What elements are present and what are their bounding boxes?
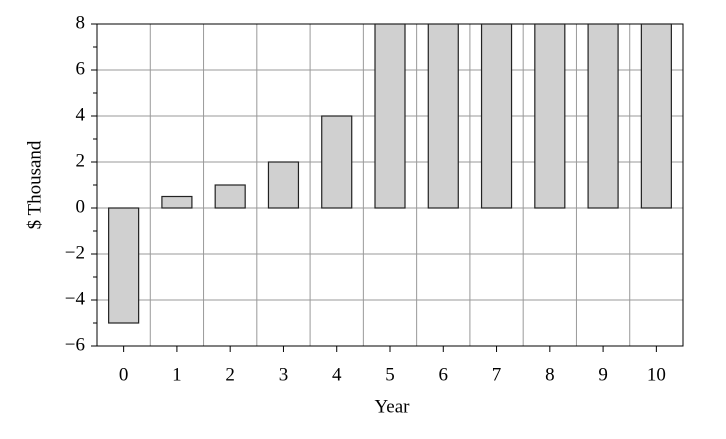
x-tick-label: 9 bbox=[598, 364, 608, 385]
x-axis-label: Year bbox=[374, 396, 410, 417]
bar bbox=[267, 161, 300, 209]
bar bbox=[534, 23, 566, 209]
y-tick-label: −2 bbox=[65, 242, 85, 263]
x-tick-label: 5 bbox=[385, 364, 395, 385]
bar bbox=[427, 23, 459, 209]
bar bbox=[587, 23, 619, 209]
y-tick-label: 4 bbox=[76, 104, 86, 125]
x-tick-label: 4 bbox=[332, 364, 342, 385]
y-axis-label: $ Thousand bbox=[24, 140, 45, 229]
y-tick-label: −4 bbox=[65, 288, 86, 309]
x-tick-label: 3 bbox=[279, 364, 289, 385]
bar bbox=[214, 184, 246, 209]
bar bbox=[161, 195, 193, 209]
y-tick-label: −6 bbox=[65, 334, 85, 355]
y-tick-label: 6 bbox=[76, 58, 86, 79]
x-tick-label: 0 bbox=[119, 364, 129, 385]
bar bbox=[374, 23, 406, 209]
x-tick-label: 2 bbox=[225, 364, 235, 385]
x-tick-label: 1 bbox=[172, 364, 182, 385]
x-tick-label: 8 bbox=[545, 364, 555, 385]
y-tick-label: 8 bbox=[76, 12, 86, 33]
bar bbox=[321, 115, 353, 209]
x-tick-label: 6 bbox=[439, 364, 449, 385]
bar bbox=[108, 207, 140, 324]
x-tick-label: 7 bbox=[492, 364, 502, 385]
y-tick-label: 0 bbox=[76, 196, 86, 217]
bar bbox=[640, 23, 672, 209]
y-tick-label: 2 bbox=[76, 150, 86, 171]
x-tick-label: 10 bbox=[647, 364, 666, 385]
bar bbox=[480, 23, 513, 209]
